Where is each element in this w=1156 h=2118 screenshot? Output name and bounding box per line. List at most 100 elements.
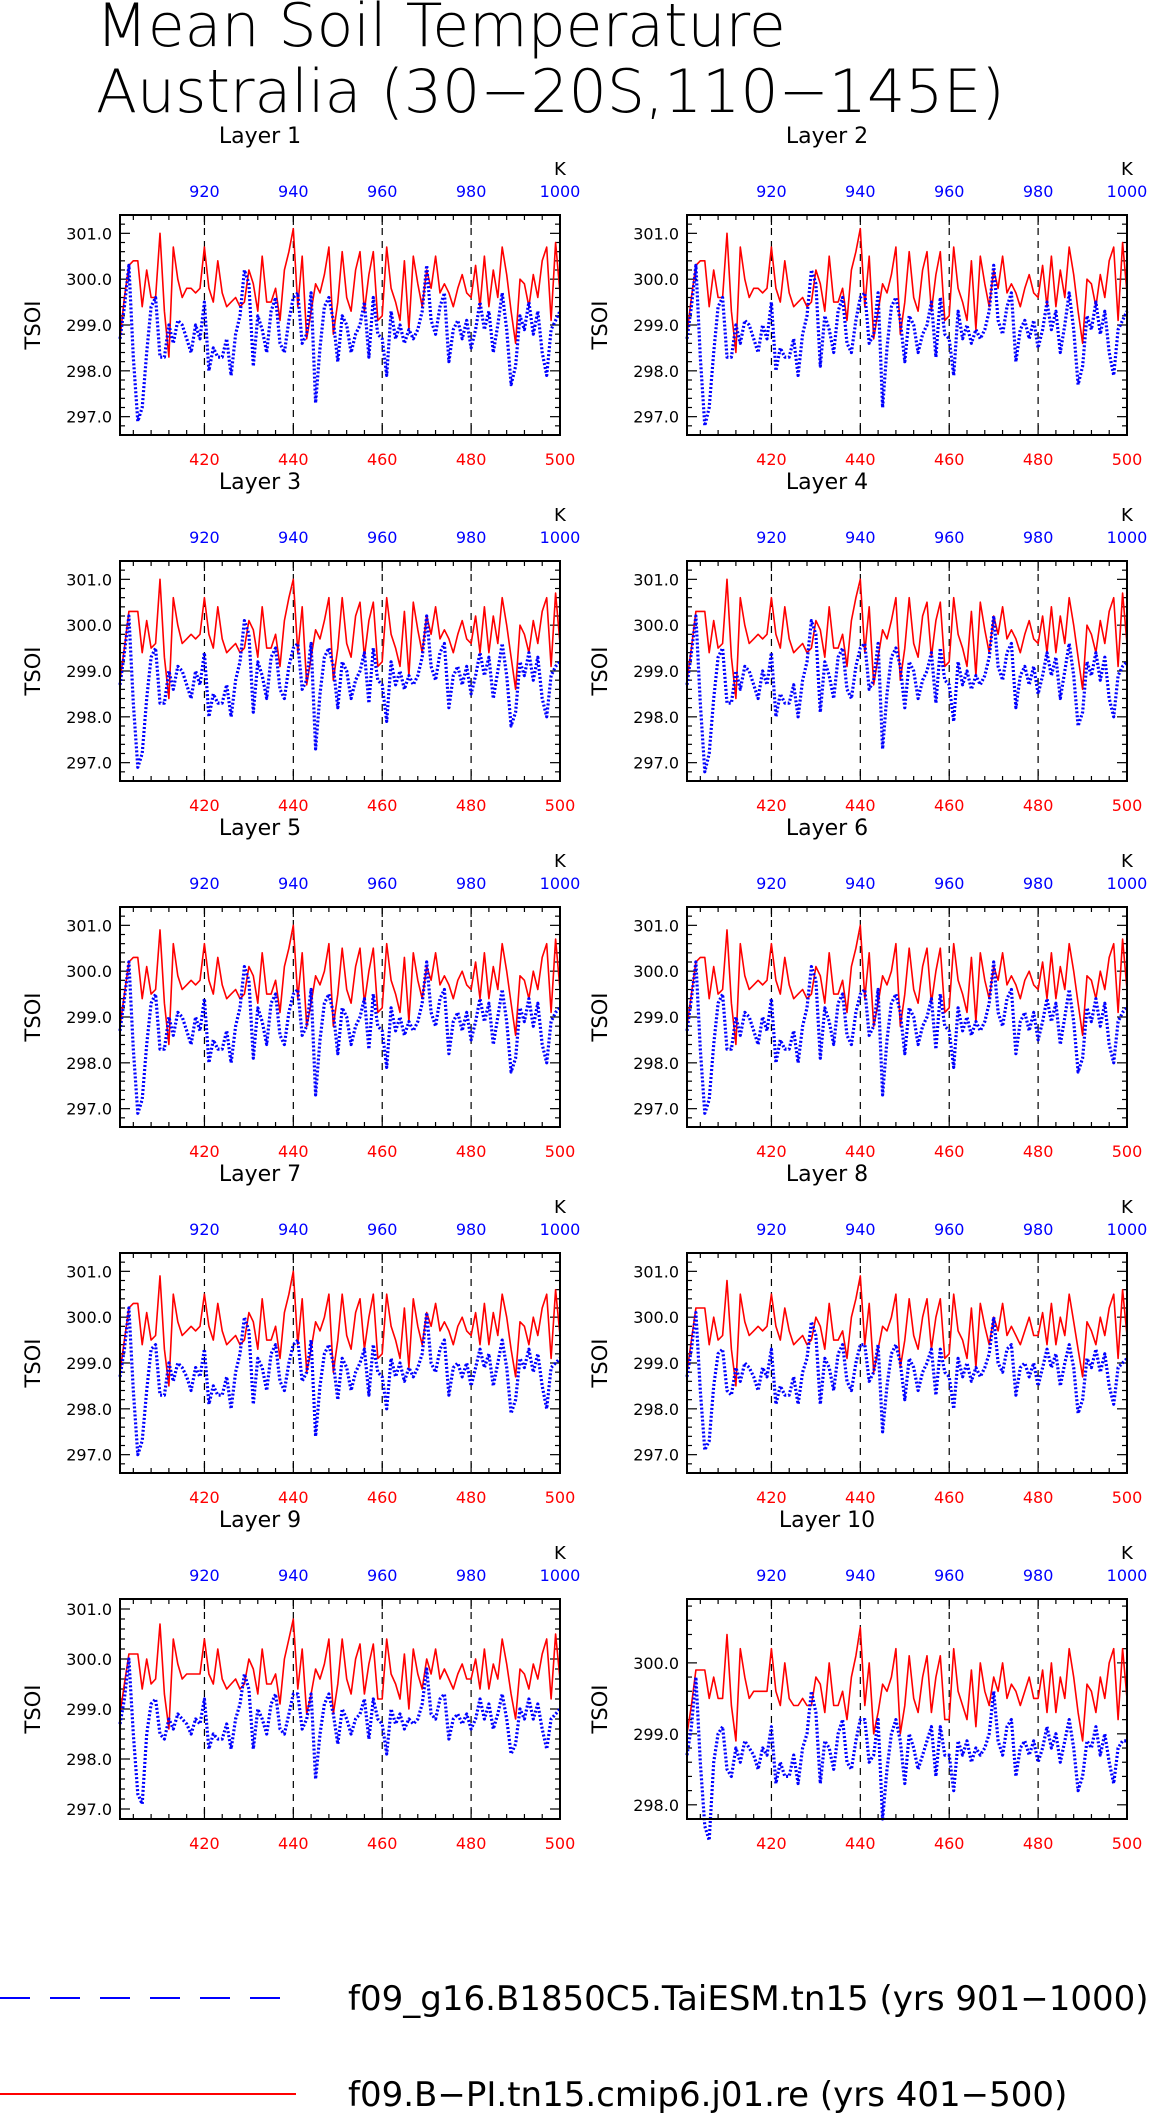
unit-label: K bbox=[554, 505, 567, 526]
x-top-tick-label: 920 bbox=[756, 528, 787, 547]
y-tick-label: 297.0 bbox=[66, 1100, 112, 1119]
unit-label: K bbox=[554, 1543, 567, 1564]
x-top-tick-label: 980 bbox=[456, 1566, 487, 1585]
x-top-tick-label: 960 bbox=[367, 182, 398, 201]
y-tick-label: 300.0 bbox=[66, 1308, 112, 1327]
y-tick-label: 299.0 bbox=[633, 1008, 679, 1027]
x-bottom-tick-label: 420 bbox=[756, 450, 787, 469]
x-bottom-tick-label: 500 bbox=[1112, 1142, 1143, 1161]
x-bottom-tick-label: 440 bbox=[845, 1834, 876, 1853]
plot-frame bbox=[119, 906, 561, 1128]
y-tick-label: 300.0 bbox=[66, 616, 112, 635]
x-bottom-tick-label: 460 bbox=[367, 796, 398, 815]
x-top-tick-label: 1000 bbox=[1107, 528, 1148, 547]
panel-layer-4: Layer 4 TSOI K 297.0 298.0 299.0 300.0 301.0 420… bbox=[588, 470, 1147, 815]
x-bottom-tick-label: 500 bbox=[545, 1142, 576, 1161]
x-bottom-tick-label: 480 bbox=[1023, 796, 1054, 815]
x-top-tick-label: 920 bbox=[189, 528, 220, 547]
y-tick-label: 297.0 bbox=[66, 754, 112, 773]
x-bottom-tick-label: 420 bbox=[189, 1142, 220, 1161]
legend-label: f09.B−PI.tn15.cmip6.j01.re (yrs 401−500) bbox=[348, 2075, 1067, 2115]
x-top-tick-label: 1000 bbox=[540, 1220, 581, 1239]
y-tick-label: 299.0 bbox=[66, 1700, 112, 1719]
x-top-tick-label: 980 bbox=[1023, 1566, 1054, 1585]
x-top-tick-label: 920 bbox=[756, 1566, 787, 1585]
plot-frame bbox=[686, 214, 1128, 436]
y-tick-label: 298.0 bbox=[633, 1796, 679, 1815]
legend: f09_g16.B1850C5.TaiESM.tn15 (yrs 901−100… bbox=[0, 1979, 1149, 2115]
x-bottom-tick-label: 480 bbox=[1023, 1834, 1054, 1853]
y-tick-label: 299.0 bbox=[633, 1354, 679, 1373]
x-bottom-tick-label: 460 bbox=[367, 1488, 398, 1507]
x-bottom-tick-label: 480 bbox=[456, 1142, 487, 1161]
x-top-tick-label: 940 bbox=[278, 528, 309, 547]
x-top-tick-label: 1000 bbox=[540, 182, 581, 201]
x-top-tick-label: 960 bbox=[934, 182, 965, 201]
x-top-tick-label: 980 bbox=[456, 182, 487, 201]
y-tick-label: 299.0 bbox=[633, 316, 679, 335]
y-axis-label: TSOI bbox=[21, 1339, 45, 1389]
x-bottom-tick-label: 460 bbox=[934, 796, 965, 815]
y-tick-label: 297.0 bbox=[633, 1100, 679, 1119]
unit-label: K bbox=[1121, 159, 1134, 180]
x-bottom-tick-label: 420 bbox=[756, 796, 787, 815]
y-tick-label: 301.0 bbox=[66, 1262, 112, 1281]
x-top-tick-label: 960 bbox=[367, 1220, 398, 1239]
x-top-tick-label: 1000 bbox=[540, 874, 581, 893]
x-bottom-tick-label: 500 bbox=[545, 1834, 576, 1853]
x-top-tick-label: 980 bbox=[456, 528, 487, 547]
series-line-cmip6 bbox=[686, 227, 1128, 354]
x-top-tick-label: 960 bbox=[934, 1566, 965, 1585]
x-bottom-tick-label: 440 bbox=[278, 1834, 309, 1853]
y-tick-label: 298.0 bbox=[633, 1400, 679, 1419]
plot-frame bbox=[119, 560, 561, 782]
x-top-tick-label: 1000 bbox=[540, 528, 581, 547]
y-tick-label: 297.0 bbox=[66, 408, 112, 427]
x-top-tick-label: 940 bbox=[278, 182, 309, 201]
x-bottom-tick-label: 460 bbox=[367, 1142, 398, 1161]
series-line-taiesm bbox=[118, 1657, 562, 1806]
y-tick-label: 298.0 bbox=[66, 1750, 112, 1769]
x-bottom-tick-label: 480 bbox=[1023, 1142, 1054, 1161]
x-bottom-tick-label: 420 bbox=[189, 796, 220, 815]
panel-layer-7: Layer 7 TSOI K 297.0 298.0 299.0 300.0 301.0 420… bbox=[21, 1162, 580, 1507]
y-tick-label: 298.0 bbox=[66, 1400, 112, 1419]
x-bottom-tick-label: 500 bbox=[1112, 1834, 1143, 1853]
series-line-taiesm bbox=[685, 1675, 1127, 1842]
panels: Layer 1 TSOI K 297.0 298.0 299.0 300.0 301.0 420… bbox=[21, 124, 1147, 1853]
x-top-tick-label: 920 bbox=[189, 1566, 220, 1585]
y-tick-label: 299.0 bbox=[66, 1008, 112, 1027]
x-bottom-tick-label: 440 bbox=[845, 450, 876, 469]
series-line-taiesm bbox=[685, 614, 1129, 774]
panel-title: Layer 4 bbox=[786, 470, 868, 495]
series-line-cmip6 bbox=[686, 1275, 1128, 1387]
x-top-tick-label: 1000 bbox=[1107, 182, 1148, 201]
x-bottom-tick-label: 480 bbox=[1023, 1488, 1054, 1507]
y-tick-label: 298.0 bbox=[66, 362, 112, 381]
x-top-tick-label: 980 bbox=[456, 1220, 487, 1239]
panel-title: Layer 8 bbox=[786, 1162, 868, 1187]
x-top-tick-label: 920 bbox=[189, 874, 220, 893]
x-top-tick-label: 960 bbox=[367, 528, 398, 547]
x-top-tick-label: 940 bbox=[845, 1220, 876, 1239]
unit-label: K bbox=[1121, 505, 1134, 526]
x-top-tick-label: 1000 bbox=[1107, 874, 1148, 893]
x-top-tick-label: 980 bbox=[1023, 528, 1054, 547]
series-line-taiesm bbox=[685, 960, 1129, 1115]
x-top-tick-label: 920 bbox=[756, 1220, 787, 1239]
y-tick-label: 301.0 bbox=[633, 224, 679, 243]
x-bottom-tick-label: 440 bbox=[845, 796, 876, 815]
x-top-tick-label: 980 bbox=[456, 874, 487, 893]
x-top-tick-label: 980 bbox=[1023, 874, 1054, 893]
x-bottom-tick-label: 500 bbox=[1112, 796, 1143, 815]
x-top-tick-label: 920 bbox=[756, 182, 787, 201]
y-tick-label: 300.0 bbox=[633, 962, 679, 981]
x-top-tick-label: 920 bbox=[756, 874, 787, 893]
y-tick-label: 300.0 bbox=[633, 1308, 679, 1327]
y-tick-label: 299.0 bbox=[633, 662, 679, 681]
panel-title: Layer 10 bbox=[779, 1508, 875, 1533]
y-tick-label: 298.0 bbox=[66, 1054, 112, 1073]
x-top-tick-label: 940 bbox=[278, 1566, 309, 1585]
x-bottom-tick-label: 500 bbox=[1112, 1488, 1143, 1507]
